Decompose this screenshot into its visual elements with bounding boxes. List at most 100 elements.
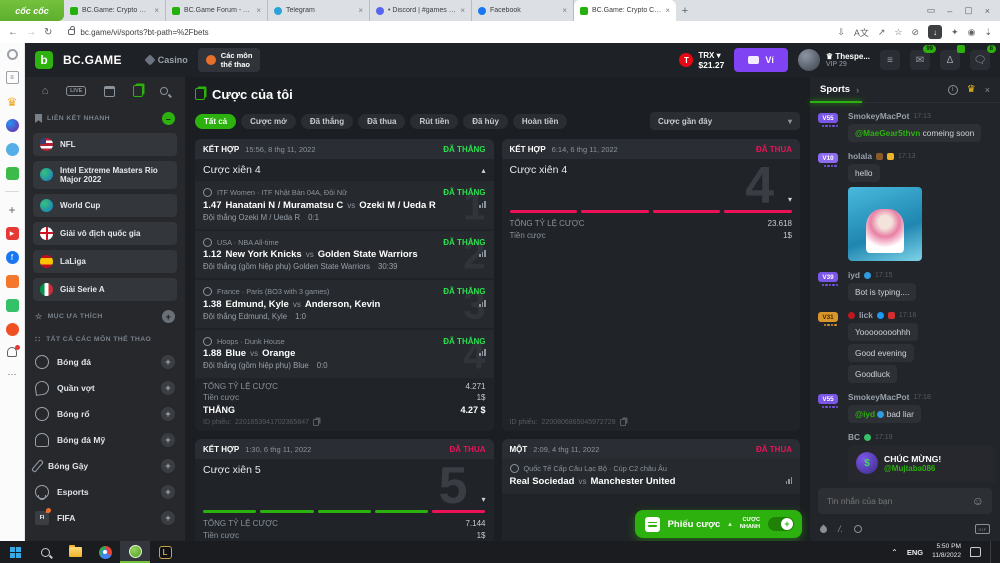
notification-bell-icon[interactable] [7, 345, 20, 357]
bet-card-won-combo[interactable]: KẾT HỢP 15:56, 8 thg 11, 2022 ĐÃ THẮNG Cượ… [195, 139, 494, 431]
maximize-button[interactable]: ▢ [964, 5, 973, 15]
expand-icon[interactable]: + [161, 407, 175, 421]
coccoc-taskbar-icon[interactable] [120, 541, 150, 563]
close-tab-icon[interactable]: × [562, 6, 567, 15]
trophy-icon[interactable]: ♛ [966, 84, 976, 95]
expand-icon[interactable]: + [161, 459, 175, 473]
bet-card-lost-combo5[interactable]: KẾT HỢP 1:30, 6 thg 11, 2022 ĐÃ THUA 5 ▾ C… [195, 439, 494, 541]
shopee-icon[interactable] [5, 323, 19, 336]
messenger-icon[interactable] [5, 119, 19, 132]
sidebar-sport-tennis[interactable]: Quần vợt + [25, 375, 185, 401]
stats-icon[interactable] [479, 250, 486, 258]
browser-tab-active[interactable]: BC.Game: Crypto Casino Gan× [574, 0, 676, 21]
chat-tab-sports[interactable]: Sports [820, 84, 851, 95]
start-button[interactable] [0, 541, 30, 563]
filter-refund[interactable]: Hoàn tiền [512, 113, 568, 129]
chat-gif-image[interactable] [848, 187, 922, 261]
sidebar-item-laliga[interactable]: LaLiga [33, 249, 177, 273]
new-tab-button[interactable]: + [681, 4, 689, 17]
bell-icon[interactable]: Δ [940, 45, 965, 70]
my-bets-icon-active[interactable] [132, 85, 143, 97]
tip-coin-icon[interactable] [854, 525, 863, 533]
copy-icon[interactable] [619, 419, 626, 426]
browser-tab[interactable]: BC.Game Forum - A Cryptoc× [166, 0, 268, 21]
sidebar-item-nfl[interactable]: NFL [33, 132, 177, 156]
chrome-icon[interactable] [90, 541, 120, 563]
sidebar-sport-amfootball[interactable]: Bóng đá Mỹ + [25, 427, 185, 453]
newsfeed-icon[interactable]: ≡ [5, 71, 19, 84]
betslip-button[interactable]: Phiếu cược ▴ CƯỢC NHANH + [634, 510, 802, 538]
tiki-icon[interactable] [5, 275, 19, 288]
extension-icon[interactable]: ✦ [951, 26, 959, 37]
mail-icon[interactable]: ✉ 99 [910, 45, 936, 70]
bcgame-logo-icon[interactable]: b [35, 51, 53, 69]
url-text[interactable]: bc.game/vi/sports?bt-path=%2Fbets [80, 27, 209, 37]
schedule-icon[interactable] [103, 85, 115, 97]
filter-all[interactable]: Tất cả [195, 113, 237, 129]
facebook-icon[interactable]: f [5, 251, 19, 264]
coccoc-browser-logo[interactable]: cốc cốc [0, 0, 64, 21]
chat-input[interactable] [818, 488, 992, 514]
action-center-icon[interactable] [970, 547, 981, 557]
expand-icon[interactable]: + [161, 381, 175, 395]
lol-icon[interactable]: L [150, 541, 180, 563]
betslip-menu-icon[interactable]: ≡ [880, 50, 900, 70]
stats-icon[interactable] [479, 299, 486, 307]
chat-toggle-icon[interactable]: 🗨 8 [970, 45, 996, 70]
win-announcement-card[interactable]: $ CHÚC MỪNG!@Mujtaba086 ✦Won$3448.00✦ as… [848, 445, 996, 482]
bcgame-logo-text[interactable]: BC.GAME [63, 53, 122, 67]
url-box[interactable]: bc.game/vi/sports?bt-path=%2Fbets [60, 24, 829, 40]
tab-preview-icon[interactable]: ▭ [926, 5, 936, 15]
bookmark-star-icon[interactable]: ☆ [894, 26, 903, 37]
filter-won[interactable]: Đã thắng [300, 113, 354, 129]
bet-card-lost-combo[interactable]: KẾT HỢP 6:14, 6 thg 11, 2022 ĐÃ THUA 4 ▾ C… [501, 139, 800, 431]
collapse-icon[interactable]: ▴ [481, 165, 486, 175]
search-icon[interactable] [160, 87, 169, 95]
stats-icon[interactable] [785, 476, 792, 484]
expand-icon[interactable]: + [161, 355, 175, 369]
currency-selector[interactable]: T TRX ▾ $21.27 [679, 51, 724, 70]
add-shortcut-icon[interactable]: + [8, 202, 16, 217]
clock[interactable]: 5:50 PM 11/8/2022 [932, 543, 961, 559]
quick-bet-toggle[interactable]: + [768, 517, 794, 531]
browser-tab[interactable]: Facebook × [472, 0, 574, 21]
close-tab-icon[interactable]: × [256, 6, 261, 15]
sort-dropdown[interactable]: Cược gần đây ▾ [650, 112, 800, 130]
filter-lost[interactable]: Đã thua [358, 113, 406, 129]
sidebar-sport-esports[interactable]: Esports + [25, 479, 185, 505]
sidebar-sport-cricket[interactable]: Bóng Gậy + [25, 453, 185, 479]
filter-cashout[interactable]: Rút tiền [410, 113, 459, 129]
live-icon[interactable]: LIVE [66, 86, 87, 96]
sidebar-item-worldcup[interactable]: World Cup [33, 193, 177, 217]
collapse-quick-links-button[interactable]: – [162, 112, 175, 125]
expand-icon[interactable]: ▾ [787, 195, 792, 204]
avatar[interactable] [797, 49, 820, 71]
close-chat-icon[interactable]: × [984, 84, 990, 95]
emoji-icon[interactable]: ☺ [971, 494, 984, 508]
sidebar-item-england[interactable]: Giải vô địch quốc gia [33, 221, 177, 245]
rain-icon[interactable] [818, 524, 829, 534]
back-icon[interactable]: ← [8, 26, 18, 38]
gear-icon[interactable] [6, 49, 18, 60]
language-indicator[interactable]: ENG [906, 547, 924, 557]
save-page-icon[interactable]: ⇩ [837, 26, 845, 37]
minimize-button[interactable]: – [947, 5, 953, 16]
reload-icon[interactable]: ↻ [44, 26, 53, 38]
games-icon[interactable] [5, 167, 19, 180]
add-favorite-button[interactable]: + [162, 310, 175, 323]
download-active-icon[interactable]: ↓ [928, 25, 943, 39]
gif-keyboard-icon[interactable]: GIF [975, 524, 990, 534]
twitter-icon[interactable] [5, 143, 19, 156]
expand-icon[interactable]: + [161, 511, 175, 525]
user-profile[interactable]: ♛ Thespe... VIP 29 [797, 49, 870, 71]
crown-icon[interactable]: ♛ [6, 94, 18, 109]
sidebar-sport-basketball[interactable]: Bóng rổ + [25, 401, 185, 427]
browser-tab[interactable]: BC.Game: Crypto Casino Gan× [64, 0, 166, 21]
expand-icon[interactable]: + [161, 485, 175, 499]
wallet-button[interactable]: Ví [734, 48, 788, 72]
filter-cancelled[interactable]: Đã hủy [463, 113, 508, 129]
close-tab-icon[interactable]: × [665, 6, 670, 15]
browser-tab[interactable]: • Discord | #games | BC G× [370, 0, 472, 21]
close-tab-icon[interactable]: × [154, 6, 159, 15]
sidebar-sport-fifa[interactable]: FI FIFA + [25, 505, 185, 531]
